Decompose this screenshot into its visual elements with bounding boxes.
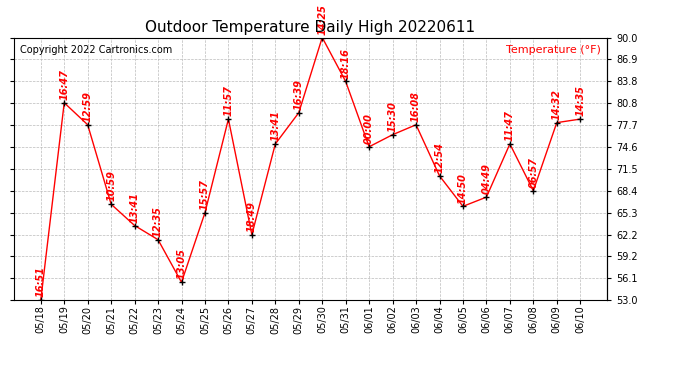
Text: 06:57: 06:57: [529, 157, 538, 188]
Text: 14:25: 14:25: [317, 4, 327, 35]
Text: 14:35: 14:35: [575, 86, 585, 116]
Text: 16:51: 16:51: [36, 266, 46, 297]
Text: 10:59: 10:59: [106, 171, 116, 201]
Text: 11:57: 11:57: [224, 86, 233, 116]
Text: 15:30: 15:30: [388, 101, 397, 132]
Text: 18:49: 18:49: [247, 201, 257, 232]
Text: 18:16: 18:16: [341, 48, 351, 79]
Text: 14:50: 14:50: [458, 173, 468, 204]
Text: 16:08: 16:08: [411, 91, 421, 122]
Text: 15:57: 15:57: [200, 179, 210, 210]
Text: 16:47: 16:47: [59, 69, 69, 100]
Text: 13:41: 13:41: [130, 192, 139, 223]
Text: 11:47: 11:47: [505, 110, 515, 141]
Text: 13:41: 13:41: [270, 110, 280, 141]
Text: 12:35: 12:35: [153, 206, 163, 237]
Text: 14:32: 14:32: [552, 89, 562, 120]
Text: 16:39: 16:39: [294, 79, 304, 110]
Text: Temperature (°F): Temperature (°F): [506, 45, 601, 56]
Text: Copyright 2022 Cartronics.com: Copyright 2022 Cartronics.com: [20, 45, 172, 56]
Text: 04:49: 04:49: [482, 164, 491, 194]
Text: 13:05: 13:05: [177, 249, 186, 279]
Title: Outdoor Temperature Daily High 20220611: Outdoor Temperature Daily High 20220611: [146, 20, 475, 35]
Text: 12:59: 12:59: [83, 91, 92, 122]
Text: 12:54: 12:54: [435, 142, 444, 173]
Text: 00:00: 00:00: [364, 113, 374, 144]
